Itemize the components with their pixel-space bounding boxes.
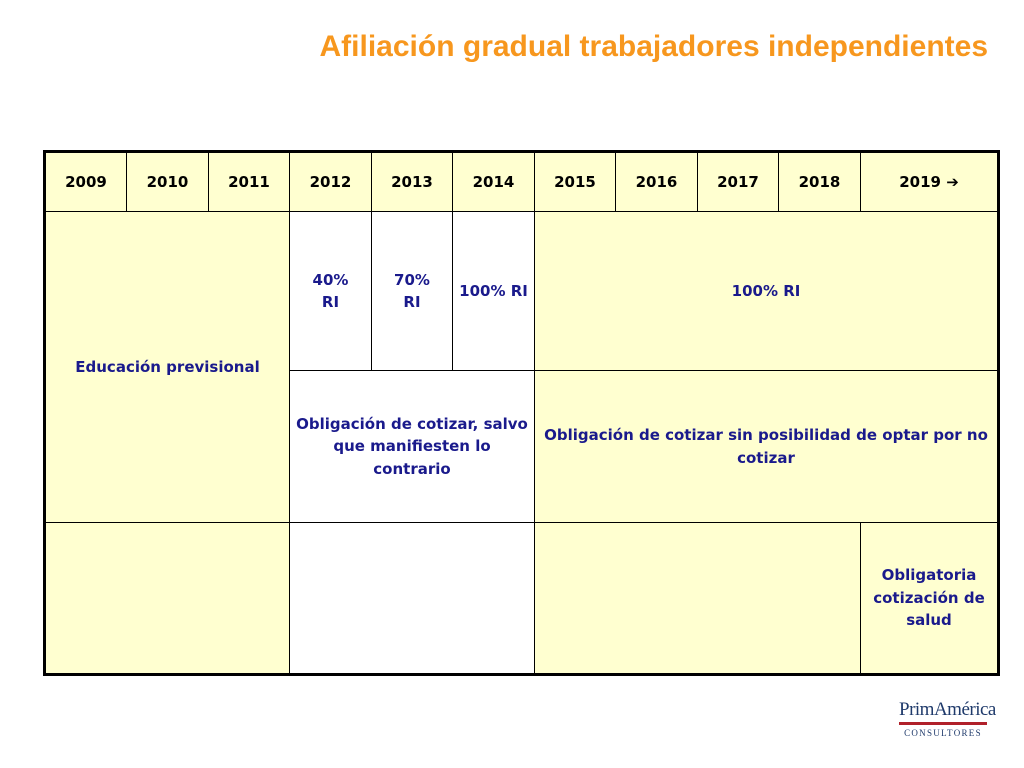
year-cell: 2010 [126, 151, 209, 212]
obligation-optout-cell: Obligación de cotizar, salvo que manifie… [289, 370, 535, 523]
obligation-no-optout-cell: Obligación de cotizar sin posibilidad de… [534, 370, 999, 523]
logo-main-text: PrimAmérica [899, 699, 996, 720]
year-cell: 2017 [697, 151, 779, 212]
logo-sub-text: CONSULTORES [904, 728, 982, 738]
primamerica-logo: PrimAmérica CONSULTORES [899, 699, 996, 738]
obligation-optout-label: Obligación de cotizar, salvo que manifie… [296, 414, 528, 478]
pct-unit: RI [321, 293, 340, 311]
pct-value: 100% RI [459, 281, 528, 300]
year-cell: 2011 [208, 151, 290, 212]
pct-value: 70% [394, 270, 430, 289]
arrow-right-icon: ➔ [946, 172, 959, 191]
pct-value: 40% [312, 270, 349, 289]
pct-value: 100% RI [731, 281, 801, 300]
year-cell: 2016 [615, 151, 698, 212]
year-cell: 2013 [371, 151, 453, 212]
timeline-table: 2009 2010 2011 2012 2013 2014 2015 2016 … [43, 150, 1000, 676]
health-label: Obligatoria cotización de salud [873, 566, 985, 630]
education-cell: Educación previsional [44, 211, 290, 523]
pct-cell-2015-on: 100% RI [534, 211, 999, 371]
pct-cell-2014: 100% RI [452, 211, 535, 371]
empty-cell [534, 522, 861, 675]
year-cell: 2009 [44, 151, 127, 212]
obligation-no-optout-label: Obligación de cotizar sin posibilidad de… [544, 426, 988, 467]
year-cell: 2018 [778, 151, 861, 212]
education-label: Educación previsional [75, 357, 260, 376]
health-cell: Obligatoria cotización de salud [860, 522, 999, 675]
year-cell: 2014 [452, 151, 535, 212]
pct-cell-2012: 40% RI [289, 211, 372, 371]
page-title: Afiliación gradual trabajadores independ… [319, 30, 988, 63]
year-cell-2019: 2019 ➔ [860, 151, 999, 212]
year-header-row: 2009 2010 2011 2012 2013 2014 2015 2016 … [44, 151, 999, 212]
empty-cell [44, 522, 290, 675]
logo-divider [899, 722, 987, 725]
pct-cell-2013: 70% RI [371, 211, 453, 371]
year-label: 2019 [899, 172, 941, 191]
empty-cell [289, 522, 535, 675]
year-cell: 2012 [289, 151, 372, 212]
pct-unit: RI [403, 293, 421, 311]
year-cell: 2015 [534, 151, 616, 212]
